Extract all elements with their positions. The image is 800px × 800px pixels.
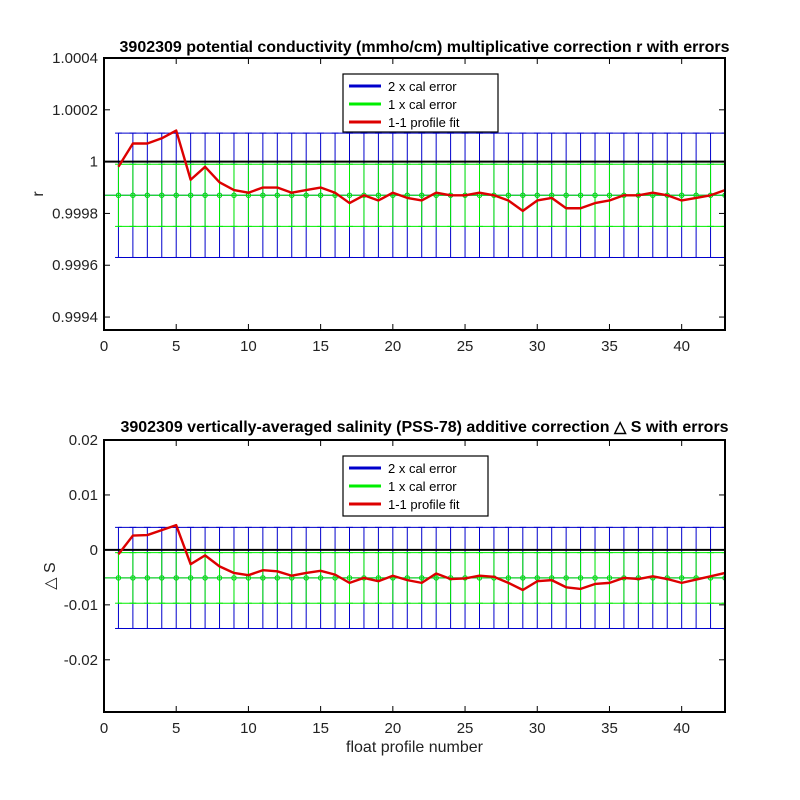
x-tick-label: 15 [312, 338, 329, 355]
series-line-profile-fit [117, 129, 725, 213]
errorbar-marker [520, 575, 526, 581]
errorbar-marker [592, 575, 598, 581]
errorbar-marker [231, 575, 237, 581]
x-tick-label: 30 [529, 338, 546, 355]
errorbar-marker [303, 192, 309, 198]
y-tick-label: 0.9994 [52, 309, 98, 326]
x-tick-label: 15 [312, 720, 329, 737]
x-tick-label: 10 [240, 720, 257, 737]
errorbar-marker [115, 192, 122, 198]
y-tick-label: 0.01 [69, 487, 98, 504]
errorbar-marker [202, 575, 208, 581]
x-tick-label: 30 [529, 720, 546, 737]
axes-frame [103, 439, 726, 713]
errorbar-marker [419, 192, 425, 198]
x-tick-label: 25 [457, 720, 474, 737]
legend-entry: 2 x cal error [388, 79, 457, 94]
errorbar-marker [433, 575, 439, 581]
x-tick-label: 35 [601, 720, 618, 737]
errorbar-marker [188, 575, 194, 581]
chart-title: 3902309 vertically-averaged salinity (PS… [120, 419, 728, 436]
legend-entry: 1 x cal error [388, 479, 457, 494]
y-tick-label: 0 [90, 542, 98, 559]
errorbar-marker [173, 192, 179, 198]
x-tick-label: 40 [673, 720, 690, 737]
plot-content [104, 523, 725, 629]
y-tick-label: 1.0002 [52, 102, 98, 119]
x-tick-label: 5 [172, 338, 180, 355]
x-tick-label: 5 [172, 720, 180, 737]
errorbar-marker [303, 575, 309, 581]
chart-title: 3902309 potential conductivity (mmho/cm)… [120, 39, 730, 56]
errorbar-marker [592, 192, 598, 198]
axes-frame [103, 57, 726, 331]
errorbar-marker [375, 192, 382, 198]
errorbar-marker [679, 192, 685, 198]
errorbar-marker [606, 192, 613, 198]
errorbar-marker [115, 575, 122, 581]
legend-entry: 1 x cal error [388, 97, 457, 112]
errorbar-marker [505, 192, 512, 198]
x-tick-label: 0 [100, 338, 108, 355]
errorbar-marker [130, 192, 136, 198]
errorbar-marker [317, 575, 324, 581]
legend-entry: 1-1 profile fit [388, 115, 460, 130]
legend: 2 x cal error 1 x cal error 1-1 profile fi… [342, 73, 499, 133]
panel-1: 0 5 10 15 20 25 30 35 40 0.9994 0.9996 0.9998 1 1.000… [30, 39, 730, 355]
plot-content [104, 129, 725, 258]
x-tick-label: 20 [384, 338, 401, 355]
errorbar-marker [317, 192, 324, 198]
y-tick-label: 1.0004 [52, 50, 98, 67]
errorbar-marker [159, 192, 165, 198]
errorbar-marker [534, 192, 540, 198]
errorbar-marker [202, 192, 208, 198]
panel-2: 0 5 10 15 20 25 30 35 40 -0.02 -0.01 0 0.01 0.02 39023… [42, 419, 729, 756]
errorbar-marker [679, 575, 685, 581]
legend-entry: 2 x cal error [388, 461, 457, 476]
errorbar-marker [130, 575, 136, 581]
errorbar-marker [577, 192, 584, 198]
y-tick-label: -0.01 [64, 597, 98, 614]
x-tick-label: 10 [240, 338, 257, 355]
x-tick-label: 35 [601, 338, 618, 355]
legend: 2 x cal error 1 x cal error 1-1 profile fi… [342, 455, 489, 517]
errorbar-marker [505, 575, 512, 581]
errorbar-marker [144, 192, 150, 198]
x-tick-label: 20 [384, 720, 401, 737]
series-1-x-cal-error [104, 552, 725, 604]
errorbar-marker [274, 192, 280, 198]
errorbar-marker [216, 192, 223, 198]
y-tick-label: -0.02 [64, 652, 98, 669]
y-axis-label: △ S [42, 562, 59, 589]
errorbar-marker [346, 192, 353, 198]
errorbar-marker [144, 575, 150, 581]
legend-entry: 1-1 profile fit [388, 497, 460, 512]
y-tick-label: 0.9998 [52, 205, 98, 222]
errorbar-marker [159, 575, 165, 581]
errorbar-marker [606, 575, 613, 581]
errorbar-marker [274, 575, 280, 581]
errorbar-marker [346, 575, 353, 581]
errorbar-marker [419, 575, 425, 581]
errorbar-marker [188, 192, 194, 198]
series-line-profile-fit [117, 523, 725, 592]
y-axis-label: r [30, 191, 47, 197]
errorbar-marker [577, 575, 584, 581]
errorbar-marker [260, 192, 266, 198]
errorbar-marker [563, 192, 569, 198]
errorbar-marker [216, 575, 223, 581]
y-tick-label: 0.02 [69, 432, 98, 449]
y-tick-label: 1 [90, 154, 98, 171]
x-tick-label: 40 [673, 338, 690, 355]
errorbar-marker [520, 192, 526, 198]
errorbar-marker [231, 192, 237, 198]
errorbar-marker [563, 575, 569, 581]
y-tick-label: 0.9996 [52, 257, 98, 274]
x-tick-label: 25 [457, 338, 474, 355]
x-tick-label: 0 [100, 720, 108, 737]
x-axis-label: float profile number [346, 739, 484, 756]
errorbar-marker [260, 575, 266, 581]
errorbar-marker [173, 575, 179, 581]
